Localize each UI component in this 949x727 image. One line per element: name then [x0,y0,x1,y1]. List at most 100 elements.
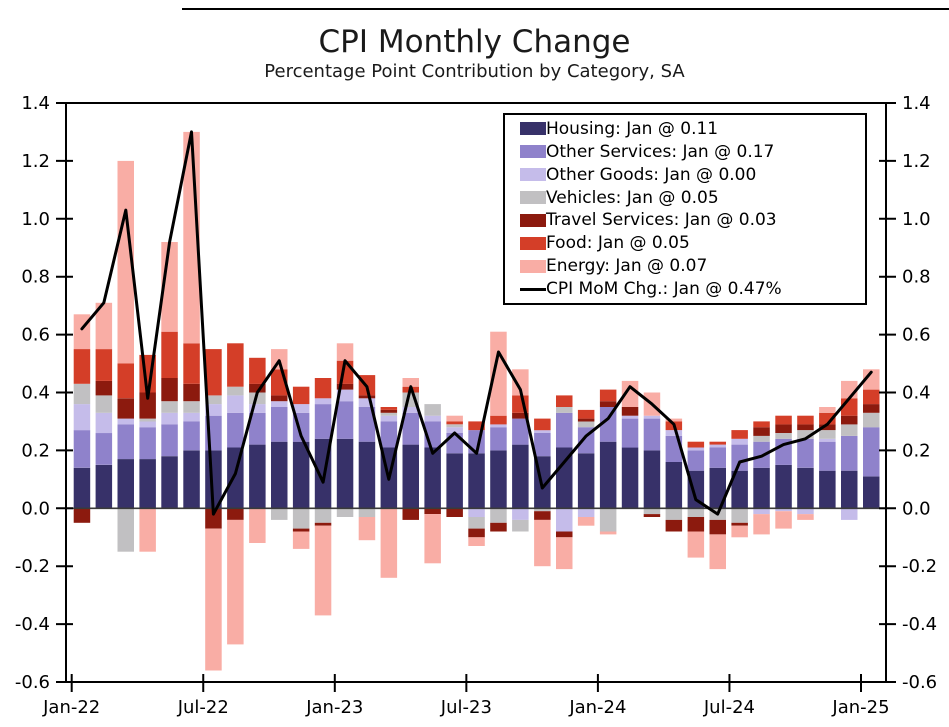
bar-segment-housing [863,476,880,509]
bar-segment-travel-services [797,424,814,431]
bar-segment-housing [73,467,91,509]
y-tick-label-left: 1.0 [21,209,50,230]
bar-segment-other-services [709,447,726,468]
bar-segment-housing [643,450,661,509]
bar-segment-vehicles [643,508,661,515]
bar-segment-travel-services [577,418,595,422]
bar-segment-other-goods [556,508,573,532]
bar-segment-vehicles [863,412,880,428]
bar-segment-other-goods [139,421,156,428]
bar-segment-other-goods [314,398,332,405]
bar-segment-vehicles [117,508,134,552]
bar-segment-vehicles [95,395,113,413]
bar-segment-other-services [534,433,551,457]
y-tick-label-left: -0.2 [15,556,50,577]
legend-color-swatch [520,145,546,159]
bar-segment-energy [227,519,244,645]
bar-segment-other-services [314,404,332,439]
bar-segment-vehicles [577,421,595,428]
bar-segment-housing [577,453,595,509]
bar-segment-housing [95,464,113,509]
bar-segment-other-goods [380,415,398,422]
bar-segment-travel-services [841,415,858,425]
x-tick-label: Jan-25 [831,697,889,718]
bar-segment-other-goods [117,418,134,425]
bar-segment-vehicles [775,433,792,439]
bar-segment-travel-services [380,409,398,413]
legend-color-swatch [520,236,546,250]
legend-label: Food: Jan @ 0.05 [546,233,690,254]
bar-segment-travel-services [117,398,134,419]
bar-segment-energy [95,302,113,350]
bar-segment-vehicles [665,508,683,520]
bar-segment-food [183,343,200,384]
bar-segment-food [380,407,398,410]
bar-segment-food [227,343,244,387]
bar-segment-housing [797,467,814,509]
bar-segment-travel-services [73,508,91,523]
legend-color-swatch [520,259,546,273]
bar-segment-other-goods [271,401,288,407]
bar-segment-other-goods [665,430,683,436]
bar-segment-travel-services [819,424,836,431]
bar-segment-food [205,349,222,396]
y-tick-label-right: 0.4 [902,383,931,404]
bar-segment-energy [731,525,748,538]
bar-segment-other-services [599,407,617,442]
bar-segment-travel-services [775,424,792,433]
bar-segment-vehicles [534,508,551,512]
bar-segment-travel-services [753,427,770,436]
legend-item-travel-services: Travel Services: Jan @ 0.03 [520,209,865,231]
bar-segment-vehicles [292,508,310,529]
bar-segment-other-goods [358,398,376,407]
bar-segment-housing [775,464,792,509]
y-tick-label-right: 0.2 [902,440,931,461]
bar-segment-food [819,412,836,425]
y-tick-label-left: 1.2 [21,151,50,172]
bar-segment-other-goods [577,508,595,517]
chart-title: CPI Monthly Change [318,24,631,60]
bar-segment-other-goods [161,412,178,425]
bar-segment-travel-services [358,395,376,399]
bar-segment-other-services [621,418,639,448]
bar-segment-housing [512,444,529,509]
bar-segment-housing [249,444,266,509]
y-tick-label-left: 1.4 [21,93,50,114]
bar-segment-travel-services [95,380,113,396]
bar-segment-other-services [841,435,858,471]
bar-segment-housing [841,470,858,509]
legend-label: Housing: Jan @ 0.11 [546,118,719,139]
bar-segment-food [775,415,792,425]
bar-segment-vehicles [271,508,288,520]
bar-segment-other-services [358,407,376,442]
y-tick-label-left: -0.4 [15,614,50,635]
legend-color-swatch [520,191,546,204]
bar-segment-vehicles [599,508,617,532]
bar-segment-energy [249,508,266,543]
bar-segment-travel-services [621,407,639,416]
bar-segment-vehicles [731,508,748,523]
bar-segment-other-services [249,412,266,445]
bar-segment-vehicles [249,392,266,405]
legend-item-other-services: Other Services: Jan @ 0.17 [520,141,865,163]
bar-segment-housing [358,441,376,509]
bar-segment-vehicles [205,395,222,405]
bar-segment-travel-services [292,528,310,532]
bar-segment-housing [556,447,573,509]
y-tick-label-right: 0.6 [902,325,931,346]
bar-segment-food [599,389,617,402]
bar-segment-energy [775,511,792,529]
bar-segment-energy [205,528,222,671]
y-tick-label-right: -0.6 [902,672,937,693]
bar-segment-vehicles [556,407,573,413]
bar-segment-other-services [643,418,661,451]
legend-item-energy: Energy: Jan @ 0.07 [520,255,865,277]
bar-segment-vehicles [380,412,398,416]
bar-segment-energy [292,531,310,549]
bar-segment-food [863,389,880,405]
bar-segment-vehicles [161,401,178,413]
bar-segment-other-services [161,424,178,457]
bar-segment-housing [490,450,507,509]
y-tick-label-right: 0.0 [902,498,931,519]
bar-segment-other-services [73,430,91,468]
